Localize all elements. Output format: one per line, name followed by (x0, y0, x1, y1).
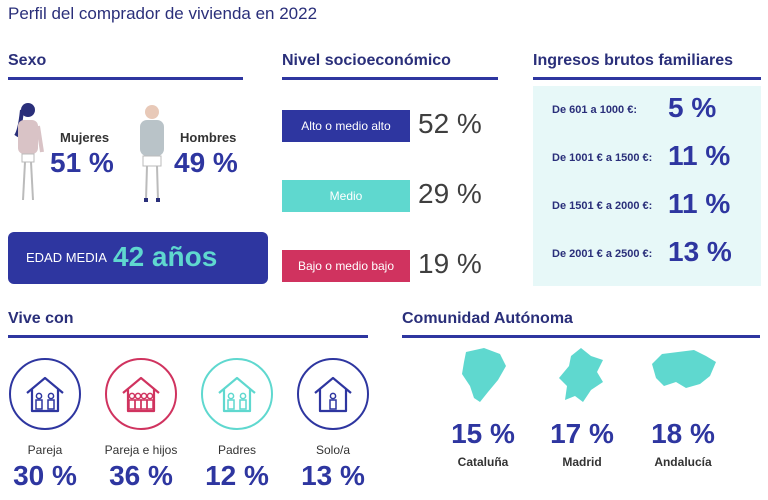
comunidad-value-2: 18 % (651, 418, 715, 449)
section-rule-sexo (8, 77, 243, 80)
vive-circle-0 (9, 358, 81, 430)
comunidad-label-1: Madrid (562, 455, 602, 469)
parents-house-icon (218, 376, 256, 413)
vive-value-3: 13 % (301, 460, 365, 491)
ingresos-label-3: De 2001 € a 2500 €: (552, 248, 653, 260)
vive-value-1: 36 % (109, 460, 173, 491)
comunidad-label-2: Andalucía (654, 455, 712, 469)
couple-house-icon (26, 376, 64, 413)
vive-label-0: Pareja (27, 443, 63, 457)
ingresos-value-1: 11 % (668, 140, 731, 171)
vive-label-1: Pareja e hijos (104, 443, 178, 457)
ingresos-label-2: De 1501 € a 2000 €: (552, 200, 653, 212)
ingresos-value-2: 11 % (668, 188, 731, 219)
vive-label-2: Padres (217, 443, 257, 457)
single-house-icon (314, 376, 352, 413)
ingresos-value-0: 5 % (668, 92, 717, 123)
nivel-bar-2: Bajo o medio bajo (282, 250, 410, 282)
hombres-value: 49 % (174, 147, 238, 178)
ingresos-panel (533, 86, 761, 286)
edad-media-label: EDAD MEDIA (26, 250, 107, 265)
madrid-map-icon (559, 348, 603, 402)
section-title-sexo: Sexo (8, 52, 47, 69)
ingresos-value-3: 13 % (668, 236, 732, 267)
section-title-comunidad: Comunidad Autónoma (402, 310, 573, 327)
section-rule-ingresos (533, 77, 761, 80)
section-title-ingresos: Ingresos brutos familiares (533, 52, 734, 69)
vive-circle-2 (201, 358, 273, 430)
ingresos-label-1: De 1001 € a 1500 €: (552, 152, 653, 164)
family-house-icon (122, 376, 160, 413)
nivel-value-1: 29 % (418, 178, 482, 209)
mujeres-label: Mujeres (60, 130, 110, 145)
nivel-value-0: 52 % (418, 108, 482, 139)
hombres-label: Hombres (180, 130, 237, 145)
nivel-value-2: 19 % (418, 248, 482, 279)
ingresos-label-0: De 601 a 1000 €: (552, 104, 638, 116)
section-title-vive: Vive con (8, 310, 74, 327)
woman-figure-icon (14, 103, 44, 201)
vive-label-3: Solo/a (315, 443, 351, 457)
section-title-nivel: Nivel socioeconómico (282, 52, 451, 69)
comunidad-value-1: 17 % (550, 418, 614, 449)
nivel-bar-0: Alto o medio alto (282, 110, 410, 142)
vive-value-0: 30 % (13, 460, 77, 491)
man-figure-icon (140, 105, 164, 202)
comunidad-value-0: 15 % (451, 418, 515, 449)
andalucia-map-icon (652, 350, 716, 388)
vive-value-2: 12 % (205, 460, 269, 491)
edad-media-value: 42 años (113, 241, 218, 272)
cataluna-map-icon (462, 348, 506, 402)
vive-circle-3 (297, 358, 369, 430)
comunidad-label-0: Cataluña (457, 455, 509, 469)
section-rule-nivel (282, 77, 498, 80)
section-rule-vive (8, 335, 368, 338)
vive-circle-1 (105, 358, 177, 430)
mujeres-value: 51 % (50, 147, 114, 178)
page-title: Perfil del comprador de vivienda en 2022 (8, 4, 318, 23)
edad-media-box: EDAD MEDIA 42 años (8, 232, 268, 284)
section-rule-comunidad (402, 335, 760, 338)
nivel-bar-1: Medio (282, 180, 410, 212)
